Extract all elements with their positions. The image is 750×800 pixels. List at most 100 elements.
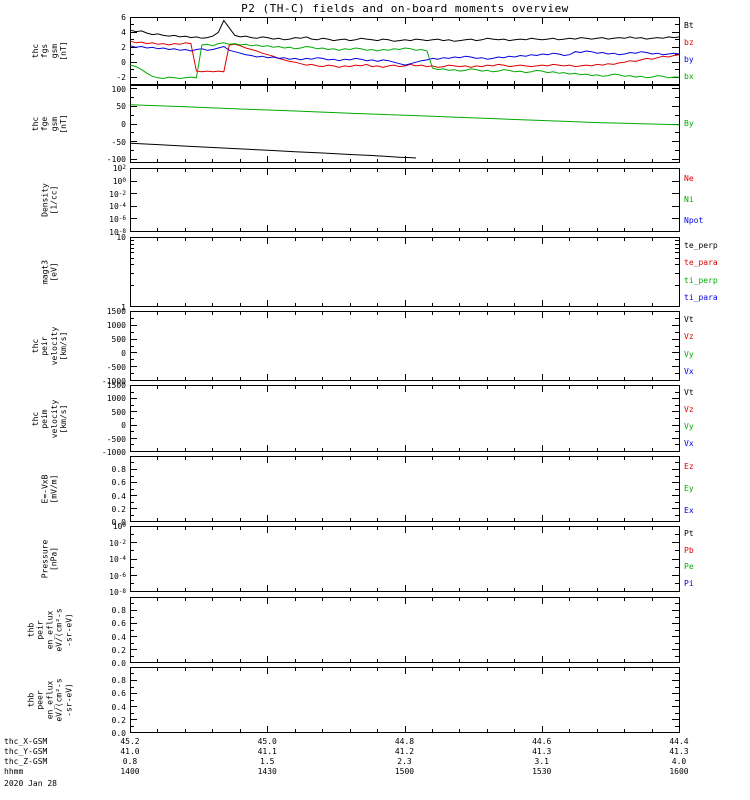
y-tick-label: 1500: [106, 381, 126, 390]
right-series-label: bz: [684, 37, 694, 47]
y-tick-label: 0.4: [111, 491, 126, 501]
right-series-label: Npot: [684, 216, 704, 226]
y-tick-label: 0.2: [111, 504, 126, 514]
x-axis-value: 0.8: [122, 757, 138, 766]
y-tick-label: 0.4: [111, 702, 126, 712]
y-tick-label: 10-6: [109, 571, 126, 581]
y-tick-label: 100: [111, 84, 126, 94]
y-tick-label: 10-4: [109, 555, 126, 564]
y-tick-label: 0.4: [111, 632, 126, 642]
x-axis-value: 1.5: [260, 757, 275, 766]
y-tick-label: 4: [121, 28, 126, 38]
x-axis-value: 3.1: [534, 757, 549, 766]
x-axis-value: 4.0: [671, 757, 687, 766]
x-axis-row-label: thc_Z-GSM: [4, 757, 48, 766]
series-line-bz: [130, 40, 680, 73]
y-tick-label: 0.8: [111, 465, 126, 475]
panel-fge: [130, 85, 680, 163]
y-tick-label: -1000: [101, 448, 126, 457]
right-series-label: ti_para: [684, 293, 718, 303]
right-series-label: bx: [684, 71, 694, 81]
y-axis-label-peim-velocity: thc peim velocity [km/s]: [31, 399, 69, 438]
y-tick-label: 10-2: [109, 538, 126, 548]
y-axis-label-fge: thc fge gsm [nT]: [31, 114, 69, 134]
x-axis-value: 1400: [120, 767, 140, 776]
panel-magt3: [130, 237, 680, 307]
x-axis-row-label: thc_Y-GSM: [4, 747, 48, 756]
y-tick-label: 10-6: [109, 215, 126, 225]
y-tick-label: 500: [111, 335, 126, 344]
y-tick-label: 0.0: [111, 729, 126, 738]
y-tick-label: 100: [112, 522, 126, 531]
right-series-label: Vx: [684, 438, 694, 448]
panel-e-field: [130, 456, 680, 522]
y-tick-label: 0.2: [111, 645, 126, 655]
right-series-label: Pi: [684, 578, 694, 588]
series-line-Bt: [130, 19, 680, 42]
x-axis-value: 41.0: [120, 747, 140, 756]
y-tick-label: 0.6: [111, 689, 126, 699]
y-tick-label: 10-2: [109, 189, 126, 199]
y-tick-label: 1000: [106, 321, 126, 330]
y-tick-label: 0.8: [111, 676, 126, 686]
y-axis-label-density: Density [1/cc]: [40, 183, 59, 217]
right-series-label: te_para: [684, 258, 718, 268]
panel-peer-en-eflux: [130, 667, 680, 733]
x-axis-value: 41.2: [394, 747, 415, 756]
y-tick-label: 0.2: [111, 715, 126, 725]
panel-peir-en-eflux: [130, 597, 680, 663]
right-series-label: Bt: [684, 20, 694, 30]
x-axis-value: 2.3: [397, 757, 412, 766]
y-tick-label: 50: [116, 102, 126, 112]
right-series-label: Vt: [684, 388, 694, 398]
x-axis-row-label: hhmm: [4, 767, 24, 776]
right-series-label: Ey: [684, 484, 694, 493]
y-tick-label: 1500: [106, 307, 126, 316]
y-tick-label: 0.0: [111, 659, 126, 668]
panel-peir-velocity: [130, 311, 680, 381]
y-tick-label: 0.0: [111, 518, 126, 527]
right-series-label: Pb: [684, 545, 694, 555]
y-tick-label: 0: [121, 120, 126, 129]
series-line-B1: [130, 142, 417, 159]
y-tick-label: 10: [116, 233, 126, 242]
y-tick-label: 500: [111, 407, 126, 417]
y-tick-label: 6: [121, 13, 126, 22]
x-axis-value: 41.3: [669, 747, 689, 756]
series-line-By: [130, 104, 680, 126]
y-axis-label-peir-velocity: thc peir velocity [km/s]: [31, 326, 69, 366]
right-series-label: Pt: [684, 529, 694, 539]
right-series-label: Vz: [684, 405, 694, 415]
y-tick-label: 102: [112, 164, 126, 173]
y-tick-label: 10-8: [109, 228, 126, 237]
right-series-label: Vy: [684, 421, 694, 431]
y-tick-label: 0: [121, 421, 126, 431]
y-tick-label: 100: [112, 176, 126, 186]
x-axis-value: 44.4: [669, 737, 689, 746]
right-series-label: Ne: [684, 173, 694, 183]
y-tick-label: 0: [121, 58, 126, 68]
x-axis-value: 41.1: [257, 747, 277, 756]
panel-density: [130, 168, 680, 232]
y-tick-label: 0.6: [111, 478, 126, 488]
right-series-label: Ni: [684, 195, 694, 204]
y-tick-label: -100: [106, 155, 126, 165]
x-axis-value: 41.3: [532, 747, 552, 756]
y-tick-label: 10-4: [109, 202, 126, 212]
y-tick-label: 10-8: [109, 588, 126, 597]
x-axis-value: 1430: [257, 767, 277, 776]
x-axis-value: 1530: [532, 767, 552, 776]
x-axis-row-label: thc_X-GSM: [4, 737, 48, 746]
y-tick-label: -1000: [101, 377, 126, 386]
x-axis-value: 1600: [669, 767, 689, 776]
y-axis-label-pressure: Pressure [nPa]: [40, 539, 59, 579]
right-series-label: Vt: [684, 314, 694, 324]
x-axis-value: 1500: [394, 767, 415, 776]
y-tick-label: 1000: [106, 394, 126, 404]
x-axis-value: 45.2: [120, 737, 140, 746]
right-series-label: Vz: [684, 332, 694, 342]
right-series-label: Vx: [684, 367, 694, 377]
y-tick-label: 0.6: [111, 619, 126, 629]
right-series-label: ti_perp: [684, 275, 718, 285]
